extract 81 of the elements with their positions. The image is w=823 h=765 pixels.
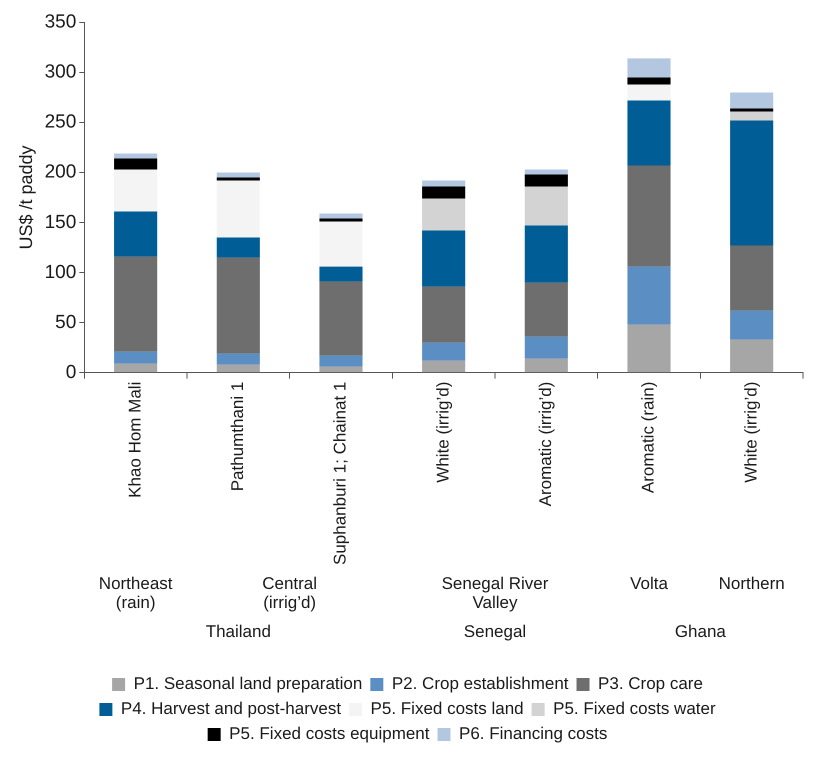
bar	[216, 258, 260, 354]
text: Northern	[718, 574, 785, 594]
bar	[422, 186, 466, 199]
bar	[319, 266, 363, 282]
y-tick-label: 50	[55, 312, 76, 333]
legend-label: P5. Fixed costs land	[370, 699, 524, 718]
bar	[524, 170, 568, 175]
text: Senegal	[464, 622, 526, 642]
x-tick-label: White (irrig’d)	[433, 382, 452, 483]
bar	[422, 230, 466, 287]
bar	[627, 266, 671, 325]
x-tick-label: Pathumthani 1	[228, 382, 247, 492]
bar	[114, 158, 158, 170]
bar	[627, 77, 671, 84]
legend-label: P5. Fixed costs water	[553, 699, 716, 718]
text: Thailand	[206, 622, 271, 642]
legend-label: P1. Seasonal land preparation	[134, 674, 362, 694]
text: Northeast (rain)	[98, 574, 173, 612]
bar	[216, 180, 260, 238]
bar	[730, 340, 774, 372]
bar	[216, 178, 260, 181]
y-tick-label: 250	[44, 112, 76, 133]
bar	[524, 186, 568, 226]
bar	[114, 170, 158, 212]
legend-label: P5. Fixed costs equipment	[229, 724, 430, 744]
x-tick-label: Aromatic (irrig’d)	[536, 382, 556, 506]
bar	[730, 120, 774, 246]
bar	[319, 222, 363, 267]
bar	[422, 180, 466, 187]
bar	[730, 111, 774, 120]
bar	[319, 366, 363, 372]
bar	[216, 364, 260, 372]
y-tick-label: 350	[44, 12, 76, 33]
bar	[319, 214, 363, 219]
bar	[627, 84, 671, 100]
bar	[114, 352, 158, 364]
y-tick-label: 100	[44, 262, 76, 283]
bar	[524, 336, 568, 359]
text: Ghana	[674, 622, 726, 642]
y-axis-title: US$ /t paddy	[16, 145, 36, 250]
y-tick-label: 0	[66, 362, 76, 383]
bar	[524, 358, 568, 372]
text: Central (irrig’d)	[262, 574, 318, 612]
bar	[627, 58, 671, 78]
bar	[730, 108, 774, 112]
y-tick-label: 150	[44, 212, 76, 233]
bar	[216, 238, 260, 258]
bar	[114, 153, 158, 158]
bar	[422, 198, 466, 231]
y-tick-label: 300	[44, 62, 76, 83]
bar	[114, 256, 158, 352]
bar	[216, 172, 260, 178]
bar	[319, 218, 363, 222]
bar	[422, 360, 466, 372]
bar	[627, 324, 671, 372]
bar	[524, 282, 568, 337]
text: Volta	[630, 574, 668, 594]
bar	[730, 92, 774, 108]
bar	[627, 166, 671, 267]
x-tick-label: Khao Hom Mali	[125, 382, 144, 498]
bar	[627, 100, 671, 166]
bar	[524, 226, 568, 283]
bar	[216, 354, 260, 365]
bar	[422, 342, 466, 361]
x-tick-label: Suphanburi 1; Chainat 1	[330, 382, 350, 566]
bar	[730, 246, 774, 311]
y-tick-label: 200	[44, 162, 76, 183]
bar	[319, 356, 363, 367]
legend-label: P2. Crop establishment	[392, 674, 569, 694]
legend-label: P3. Crop care	[598, 674, 703, 694]
bar	[114, 364, 158, 372]
bar	[524, 174, 568, 187]
legend-label: P4. Harvest and post-harvest	[120, 699, 342, 718]
x-tick-label: Aromatic (rain)	[638, 382, 658, 494]
legend-label: P6. Financing costs	[458, 724, 608, 744]
bar	[319, 282, 363, 356]
bar	[730, 310, 774, 340]
x-tick-label: White (irrig’d)	[741, 382, 760, 483]
bar	[422, 286, 466, 343]
bar	[114, 212, 158, 257]
text: Senegal River Valley	[442, 574, 549, 612]
